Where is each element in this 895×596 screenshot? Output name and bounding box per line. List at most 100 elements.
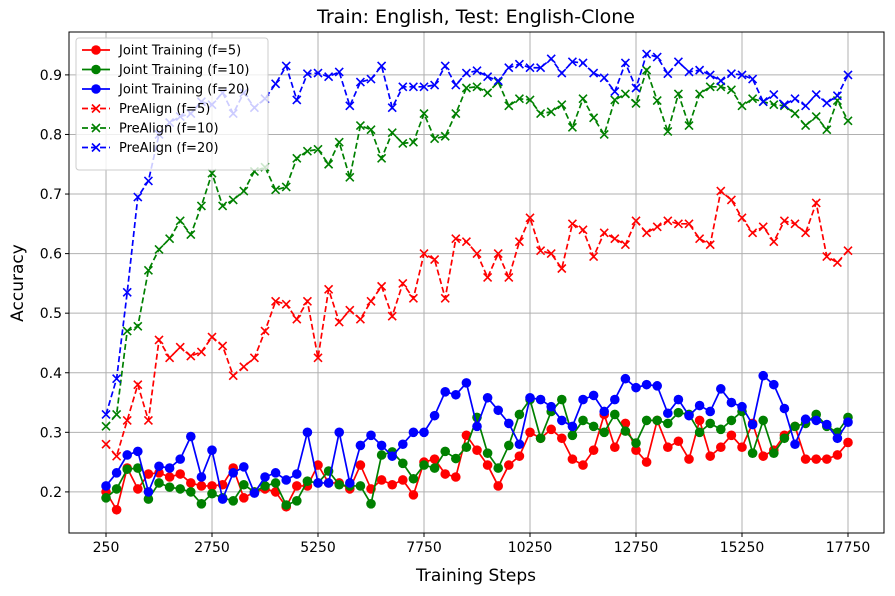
data-point <box>143 176 153 186</box>
data-point <box>546 249 556 259</box>
data-point <box>588 390 599 401</box>
data-point <box>122 450 133 460</box>
x-tick-label: 5250 <box>300 540 336 556</box>
data-point <box>281 500 292 510</box>
data-point <box>514 94 524 104</box>
data-point <box>557 68 567 78</box>
data-point <box>535 433 546 444</box>
legend-marker <box>91 142 101 153</box>
data-point <box>726 415 737 426</box>
data-point <box>419 460 429 470</box>
data-point <box>101 421 111 431</box>
data-point <box>610 87 620 97</box>
data-point <box>620 58 630 68</box>
legend-item: PreAlign (f=10) <box>82 122 219 137</box>
data-point <box>641 379 652 390</box>
data-point <box>302 476 313 486</box>
data-point <box>186 487 196 497</box>
data-point <box>737 213 747 223</box>
data-point <box>737 101 747 111</box>
data-point <box>451 389 461 400</box>
data-point <box>440 469 451 479</box>
data-point <box>482 448 493 458</box>
data-point <box>642 65 652 75</box>
data-point <box>228 468 239 478</box>
series-line <box>105 67 849 427</box>
data-point <box>684 120 694 131</box>
data-point <box>578 415 588 426</box>
data-point <box>843 246 853 256</box>
data-point <box>408 427 419 438</box>
data-point <box>111 468 122 478</box>
data-point <box>747 448 758 458</box>
data-point <box>323 478 334 488</box>
data-point <box>536 63 546 73</box>
data-point <box>567 219 577 229</box>
data-point <box>122 287 132 297</box>
data-point <box>535 394 546 405</box>
legend-item: Joint Training (f=10) <box>82 63 249 78</box>
data-point <box>769 100 779 110</box>
data-point <box>504 101 514 111</box>
plot-frame <box>68 31 885 534</box>
data-point <box>408 82 418 92</box>
data-point <box>673 407 684 418</box>
data-point <box>536 246 546 256</box>
data-point <box>377 153 387 163</box>
data-point <box>483 272 493 283</box>
y-tick-label: 0.5 <box>40 306 62 322</box>
data-point <box>695 234 705 244</box>
data-point <box>684 219 694 229</box>
data-point <box>101 439 111 449</box>
data-point <box>610 95 620 105</box>
data-point <box>663 442 673 453</box>
data-point <box>451 109 461 119</box>
data-point <box>504 272 514 283</box>
data-point <box>567 454 578 464</box>
x-tick-label: 7750 <box>406 540 442 556</box>
legend-label: PreAlign (f=5) <box>119 102 210 117</box>
series-prealign-f-5 <box>101 186 853 461</box>
data-point <box>620 426 631 436</box>
data-point <box>355 481 366 491</box>
data-point <box>101 409 111 420</box>
data-point <box>800 414 811 425</box>
data-point <box>260 472 270 482</box>
data-point <box>196 201 206 211</box>
x-tick-label: 12750 <box>614 540 659 556</box>
data-point <box>440 61 450 71</box>
data-point <box>758 222 768 232</box>
data-point <box>419 249 429 259</box>
data-point <box>429 454 440 464</box>
data-point <box>398 82 408 92</box>
data-point <box>239 493 249 503</box>
data-point <box>652 222 662 232</box>
data-point <box>652 52 662 62</box>
data-point <box>313 478 323 488</box>
data-point <box>822 98 832 108</box>
data-point <box>504 440 514 451</box>
data-point <box>726 397 737 408</box>
y-tick-label: 0.3 <box>40 425 62 441</box>
data-point <box>694 415 705 426</box>
data-point <box>387 128 397 138</box>
data-point <box>599 73 609 83</box>
data-point <box>588 421 599 432</box>
data-point <box>175 484 186 494</box>
data-point <box>769 89 779 100</box>
x-tick-label: 10250 <box>508 540 553 556</box>
data-point <box>536 109 546 119</box>
legend-marker <box>91 64 101 75</box>
data-point <box>376 475 387 485</box>
data-point <box>599 129 609 140</box>
data-point <box>514 59 524 69</box>
data-point <box>334 137 344 147</box>
data-point <box>493 76 503 86</box>
data-point <box>811 89 821 100</box>
data-point <box>514 237 524 247</box>
data-point <box>366 296 376 306</box>
data-point <box>334 67 344 77</box>
data-point <box>228 195 238 205</box>
data-point <box>631 83 641 93</box>
data-point <box>271 185 281 195</box>
